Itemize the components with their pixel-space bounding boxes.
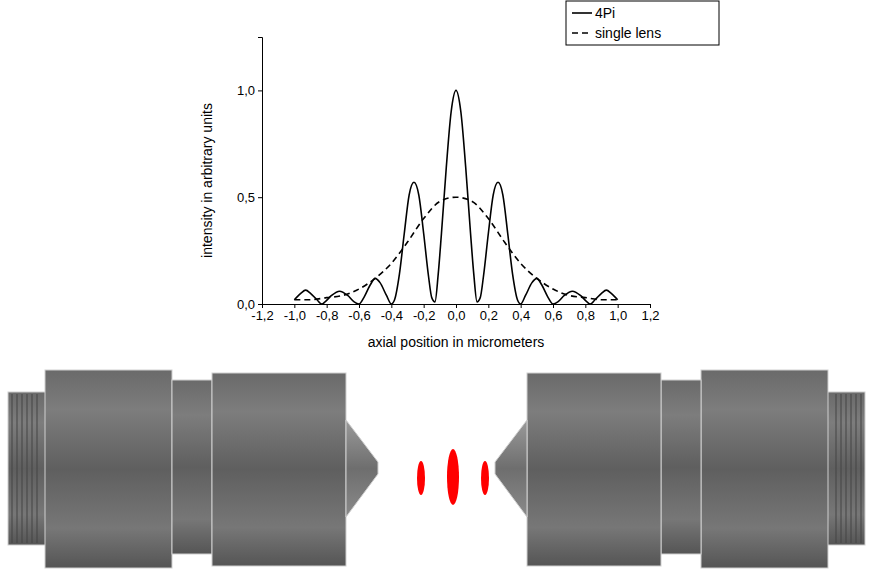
x-tick-label: 1,2 [641,308,659,323]
y-tick: 1,0 [237,83,262,98]
plot-area [294,90,617,304]
x-tick-label: -1,0 [284,308,306,323]
focal-spot [447,449,459,505]
objective-part [827,392,865,545]
x-tick-label: -0,2 [413,308,435,323]
objective-left [8,370,378,568]
thread [17,394,18,543]
x-tick: 0,4 [512,304,530,323]
y-tick-label: 1,0 [237,83,255,98]
y-axis-title: intensity in arbitrary units [199,103,215,258]
x-tick-label: 1,0 [609,308,627,323]
y-tick: 0,0 [237,297,262,312]
y-tick-mark [258,197,262,198]
legend-key [572,12,592,14]
thread [37,394,38,543]
legend-box [566,1,719,45]
objective-tip [346,420,378,517]
y-axis-line [258,38,263,305]
figure: -1,2-1,0-0,8-0,6-0,4-0,20,00,20,40,60,81… [0,0,873,575]
thread [861,394,862,543]
x-tick: 0,2 [480,304,498,323]
thread [846,394,847,543]
objective-part [8,392,46,545]
x-tick: 0,6 [544,304,562,323]
y-tick: 0,5 [237,190,262,205]
x-tick-label: 0,8 [577,308,595,323]
objective-right [495,370,865,568]
focal-spot [481,461,489,495]
thread [856,394,857,543]
legend-label: 4Pi [595,5,615,21]
thread [27,394,28,543]
x-tick: 1,2 [641,304,659,323]
objective-part [45,370,172,568]
y-tick-label: 0,5 [237,190,255,205]
y-tick-mark [258,90,262,91]
series-line [294,197,617,300]
legend-key [572,32,592,34]
focal-spot [417,461,425,495]
x-tick: -0,6 [348,304,370,323]
x-axis: -1,2-1,0-0,8-0,6-0,4-0,20,00,20,40,60,81… [251,304,659,323]
x-tick-label: 0,2 [480,308,498,323]
thread [12,394,13,543]
x-tick: -0,8 [316,304,338,323]
objective-tip [495,420,527,517]
legend-label: single lens [595,25,661,41]
x-tick-label: 0,6 [544,308,562,323]
objective-part [701,370,828,568]
y-axis: 0,0 0,5 1,0 [237,38,263,312]
x-axis-title: axial position in micrometers [368,334,545,350]
thread [851,394,852,543]
thread [32,394,33,543]
y-tick-label: 0,0 [237,297,255,312]
objectives-illustration [8,370,865,568]
objective-part [527,373,661,566]
objective-part [212,373,346,566]
x-tick-label: 0,0 [447,308,465,323]
y-tick-mark [258,304,262,305]
x-tick: -0,4 [381,304,403,323]
thread [841,394,842,543]
x-tick: -0,2 [413,304,435,323]
objective-part [661,380,701,554]
x-tick: 0,0 [447,304,465,323]
x-tick: 1,0 [609,304,627,323]
x-tick-label: -0,8 [316,308,338,323]
x-tick-label: -0,4 [381,308,403,323]
thread [22,394,23,543]
x-tick-label: 0,4 [512,308,530,323]
thread [836,394,837,543]
series-line [294,90,617,304]
x-tick: 0,8 [577,304,595,323]
legend: 4Pi single lens [566,1,719,45]
x-tick: -1,0 [284,304,306,323]
objective-part [172,380,212,554]
x-tick-label: -0,6 [348,308,370,323]
